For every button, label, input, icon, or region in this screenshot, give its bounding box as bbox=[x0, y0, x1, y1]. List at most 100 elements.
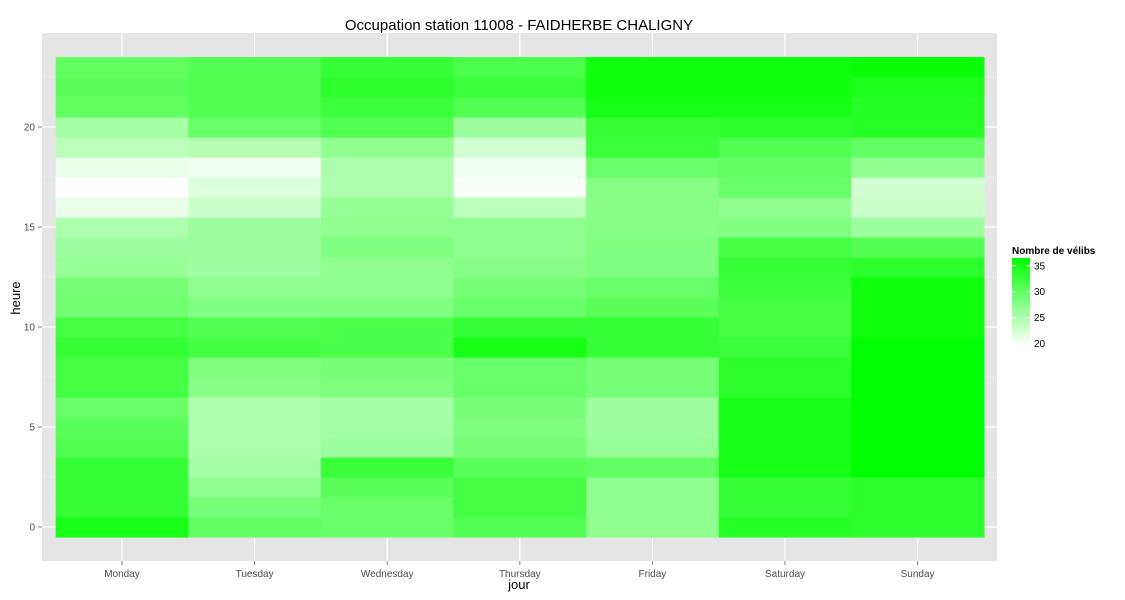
heatmap-tile bbox=[851, 217, 985, 238]
heatmap-tile bbox=[453, 417, 587, 438]
heatmap-tile bbox=[453, 317, 587, 338]
heatmap-tile bbox=[586, 57, 720, 78]
heatmap-tile bbox=[320, 257, 455, 278]
heatmap-tile bbox=[718, 137, 852, 158]
heatmap-tile bbox=[55, 297, 189, 318]
heatmap-tile bbox=[188, 317, 322, 338]
heatmap-tile bbox=[586, 177, 720, 198]
heatmap-tile bbox=[55, 317, 189, 338]
heatmap-tile bbox=[718, 357, 852, 378]
heatmap-tile bbox=[851, 457, 985, 478]
heatmap-tile bbox=[188, 137, 322, 158]
heatmap-tile bbox=[320, 437, 455, 458]
heatmap-tile bbox=[851, 197, 985, 218]
heatmap-tile bbox=[718, 297, 852, 318]
heatmap-tile bbox=[851, 177, 985, 198]
heatmap-tile bbox=[718, 337, 852, 358]
heatmap-tile bbox=[586, 437, 720, 458]
heatmap-tile bbox=[586, 117, 720, 138]
heatmap-tile bbox=[188, 157, 322, 178]
legend-tick-label: 20 bbox=[1034, 339, 1046, 350]
x-tick-label: Thursday bbox=[499, 569, 541, 580]
heatmap-tile bbox=[320, 57, 455, 78]
heatmap-tile bbox=[453, 337, 587, 358]
heatmap-tile bbox=[586, 317, 720, 338]
heatmap-tile bbox=[718, 517, 852, 538]
heatmap-tile bbox=[718, 237, 852, 258]
heatmap-tile bbox=[188, 97, 322, 118]
heatmap-tile bbox=[55, 137, 189, 158]
heatmap-tile bbox=[453, 437, 587, 458]
legend-title: Nombre de vélibs bbox=[1012, 246, 1096, 257]
heatmap-tile bbox=[55, 197, 189, 218]
heatmap-tile bbox=[718, 277, 852, 298]
heatmap-tile bbox=[718, 77, 852, 98]
heatmap-tile bbox=[586, 277, 720, 298]
heatmap-tile bbox=[188, 357, 322, 378]
heatmap-tile bbox=[188, 177, 322, 198]
legend-colorbar bbox=[1012, 258, 1030, 346]
heatmap-tile bbox=[718, 457, 852, 478]
heatmap-tile bbox=[55, 77, 189, 98]
heatmap-tile bbox=[55, 97, 189, 118]
heatmap-tile bbox=[453, 217, 587, 238]
heatmap-tile bbox=[453, 97, 587, 118]
heatmap-tile bbox=[55, 517, 189, 538]
x-tick-label: Sunday bbox=[901, 569, 935, 580]
heatmap-tile bbox=[586, 357, 720, 378]
legend-tick-label: 35 bbox=[1034, 261, 1046, 272]
heatmap-tile bbox=[851, 57, 985, 78]
heatmap-tile bbox=[851, 397, 985, 418]
heatmap-tile bbox=[453, 277, 587, 298]
legend: Nombre de vélibs 20 25 30 35 bbox=[1012, 246, 1096, 350]
heatmap-tile bbox=[586, 257, 720, 278]
heatmap-tile bbox=[55, 177, 189, 198]
heatmap-tile bbox=[586, 77, 720, 98]
heatmap-tile bbox=[320, 337, 455, 358]
heatmap-tile bbox=[453, 117, 587, 138]
heatmap-tile bbox=[55, 417, 189, 438]
x-axis: Monday Tuesday Wednesday Thursday Friday Satu… bbox=[104, 561, 935, 580]
heatmap-tile bbox=[188, 457, 322, 478]
x-tick-label: Wednesday bbox=[361, 569, 414, 580]
heatmap-tile bbox=[55, 57, 189, 78]
heatmap-tile bbox=[851, 117, 985, 138]
heatmap-tile bbox=[718, 197, 852, 218]
heatmap-tile bbox=[718, 397, 852, 418]
heatmap-tile bbox=[188, 77, 322, 98]
heatmap-tile bbox=[851, 137, 985, 158]
heatmap-tile bbox=[586, 477, 720, 498]
heatmap-tile bbox=[851, 497, 985, 518]
heatmap-tile bbox=[453, 297, 587, 318]
heatmap-tile bbox=[320, 237, 455, 258]
heatmap-tile bbox=[586, 137, 720, 158]
heatmap-tile bbox=[851, 77, 985, 98]
heatmap-tile bbox=[188, 497, 322, 518]
heatmap-tile bbox=[55, 117, 189, 138]
heatmap-tile bbox=[55, 377, 189, 398]
heatmap-tile bbox=[851, 157, 985, 178]
heatmap-tile bbox=[320, 117, 455, 138]
heatmap-tile bbox=[188, 117, 322, 138]
heatmap-tile bbox=[851, 377, 985, 398]
heatmap-tile bbox=[320, 177, 455, 198]
heatmap-tile bbox=[718, 317, 852, 338]
heatmap-tile bbox=[320, 197, 455, 218]
heatmap-tile bbox=[320, 157, 455, 178]
heatmap-tile bbox=[55, 217, 189, 238]
heatmap-tile bbox=[55, 497, 189, 518]
heatmap-tile bbox=[453, 497, 587, 518]
heatmap-tile bbox=[320, 297, 455, 318]
heatmap-tile bbox=[453, 517, 587, 538]
heatmap-tile bbox=[320, 477, 455, 498]
heatmap-tile bbox=[851, 417, 985, 438]
heatmap-tile bbox=[188, 257, 322, 278]
heatmap-tile bbox=[851, 437, 985, 458]
y-tick-label: 5 bbox=[29, 423, 35, 434]
legend-tick-label: 30 bbox=[1034, 287, 1046, 298]
heatmap-tile bbox=[586, 377, 720, 398]
y-axis: 0 5 10 15 20 bbox=[24, 123, 42, 534]
heatmap-tile bbox=[718, 57, 852, 78]
heatmap-tile bbox=[320, 77, 455, 98]
heatmap-tile bbox=[55, 337, 189, 358]
